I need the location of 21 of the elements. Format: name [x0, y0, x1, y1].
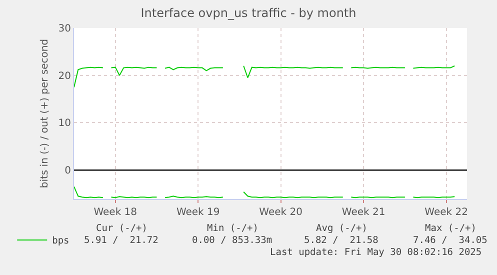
- text: Cur (-/+): [96, 223, 148, 234]
- text: 5.91 / 21.72: [84, 235, 158, 246]
- y-tick-label: 30: [58, 24, 71, 34]
- chart-title: Interface ovpn_us traffic - by month: [140, 6, 356, 20]
- text: Min (-/+): [207, 223, 258, 234]
- x-tick-label: Week 20: [259, 207, 302, 218]
- text: Max (-/+): [425, 223, 476, 234]
- text: 0.00 / 853.33m: [192, 235, 272, 246]
- text: Avg (-/+): [316, 223, 368, 234]
- legend-label: bps: [52, 236, 70, 247]
- x-tick-label: Week 22: [424, 207, 468, 218]
- y-axis-title: bits in (-) / out (+) per second: [39, 38, 50, 188]
- text: 7.46 / 34.05: [413, 235, 488, 246]
- x-tick-label: Week 21: [342, 207, 386, 218]
- x-tick-label: Week 18: [94, 207, 138, 218]
- y-tick-label: 0: [64, 166, 71, 177]
- y-tick-label: 20: [58, 70, 71, 82]
- text: 5.82 / 21.58: [304, 235, 379, 246]
- text: Last update: Fri May 30 08:02:16 2025: [270, 247, 482, 258]
- x-tick-label: Week 19: [176, 207, 220, 218]
- y-tick-label: 10: [58, 118, 71, 130]
